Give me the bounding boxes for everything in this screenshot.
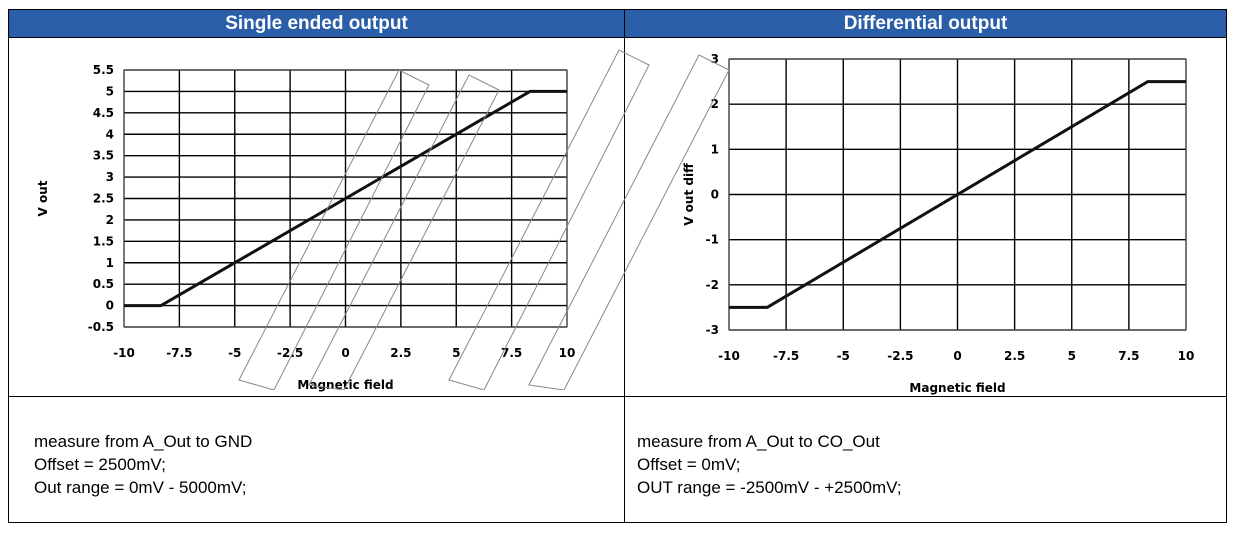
y-tick-label: 4 (106, 127, 114, 141)
y-tick-label: 5 (106, 84, 114, 98)
y-tick-label: -3 (706, 323, 719, 337)
note-line: Out range = 0mV - 5000mV; (34, 478, 247, 497)
series-line (729, 80, 1186, 309)
x-tick-label: -7.5 (166, 346, 192, 360)
y-axis-label: V out diff (682, 163, 696, 226)
y-tick-label: 0 (106, 299, 114, 313)
table-frame: Single ended output Differential output … (8, 9, 1227, 523)
y-axis-label: V out (36, 180, 50, 216)
x-tick-label: 5 (452, 346, 460, 360)
divider (9, 37, 1226, 38)
x-tick-label: 2.5 (1004, 349, 1025, 363)
y-tick-label: 0.5 (93, 277, 114, 291)
x-tick-label: 10 (1178, 349, 1195, 363)
x-tick-label: -2.5 (277, 346, 303, 360)
x-tick-label: 0 (953, 349, 961, 363)
y-tick-label: -1 (706, 233, 719, 247)
x-tick-label: -2.5 (887, 349, 913, 363)
x-tick-label: 2.5 (390, 346, 411, 360)
x-axis-label: Magnetic field (909, 381, 1005, 395)
y-tick-label: -0.5 (88, 320, 114, 334)
y-tick-label: 2 (106, 213, 114, 227)
note-line: measure from A_Out to GND (34, 432, 253, 451)
x-tick-label: 5 (1068, 349, 1076, 363)
y-tick-label: 1.5 (93, 234, 114, 248)
y-tick-label: 1 (711, 142, 719, 156)
x-tick-label: -10 (718, 349, 740, 363)
y-tick-label: 0 (711, 188, 719, 202)
x-tick-label: -10 (113, 346, 135, 360)
single-ended-chart: -10 -7.5 -5 -2.5 0 2.5 5 7.5 10 -0.5 0 0.5 1 1.5 2 2.5 3… (36, 63, 576, 392)
header-differential: Differential output (625, 10, 1226, 37)
x-tick-label: -5 (837, 349, 850, 363)
differential-notes: measure from A_Out to CO_Out Offset = 0m… (637, 430, 902, 499)
x-axis-label: Magnetic field (297, 378, 393, 392)
note-line: Offset = 0mV; (637, 455, 741, 474)
y-tick-label: 4.5 (93, 106, 114, 120)
note-line: measure from A_Out to CO_Out (637, 432, 880, 451)
x-tick-label: -7.5 (773, 349, 799, 363)
single-ended-notes: measure from A_Out to GND Offset = 2500m… (34, 430, 252, 499)
x-tick-label: 7.5 (1118, 349, 1139, 363)
y-tick-label: 5.5 (93, 63, 114, 77)
y-tick-label: 2.5 (93, 192, 114, 206)
x-tick-label: 0 (341, 346, 349, 360)
header-single-ended: Single ended output (9, 10, 625, 37)
y-tick-label: 3 (711, 52, 719, 66)
y-tick-label: 3.5 (93, 149, 114, 163)
differential-chart: -10 -7.5 -5 -2.5 0 2.5 5 7.5 10-3-2-10123Magneti… (682, 52, 1195, 395)
x-tick-label: 7.5 (501, 346, 522, 360)
y-tick-label: 2 (711, 97, 719, 111)
note-line: OUT range = -2500mV - +2500mV; (637, 478, 902, 497)
divider (9, 396, 1226, 397)
y-tick-label: 3 (106, 170, 114, 184)
note-line: Offset = 2500mV; (34, 455, 166, 474)
y-tick-label: 1 (106, 256, 114, 270)
y-tick-label: -2 (706, 278, 719, 292)
x-tick-label: 10 (559, 346, 576, 360)
x-tick-label: -5 (228, 346, 241, 360)
